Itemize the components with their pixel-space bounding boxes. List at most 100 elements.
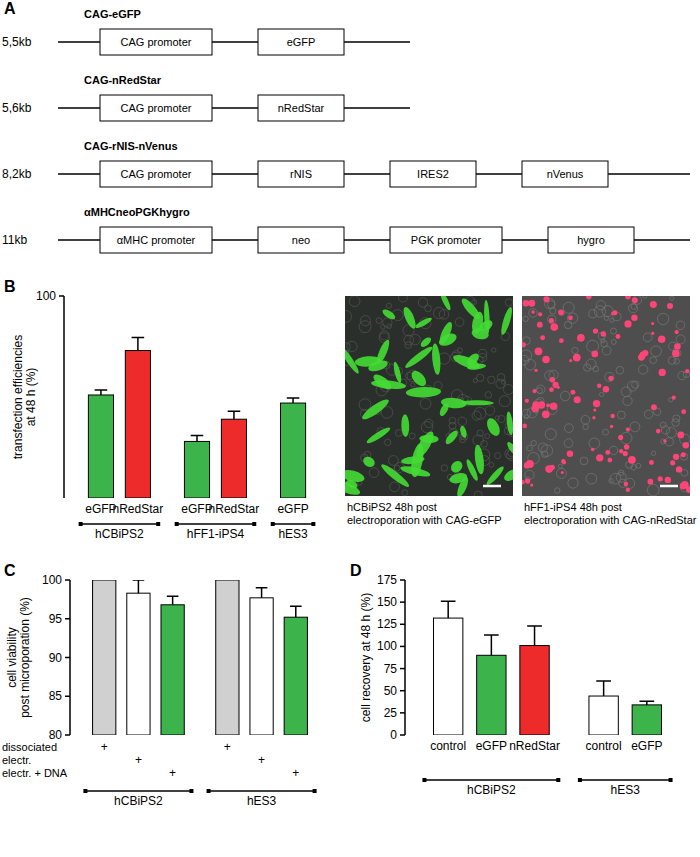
cell-outline bbox=[629, 304, 638, 313]
group-label: hES3 bbox=[247, 794, 277, 808]
error-bar bbox=[191, 435, 204, 441]
construct-element-box bbox=[522, 161, 608, 187]
fluorescent-nucleus bbox=[543, 296, 549, 302]
cell-outline bbox=[503, 384, 513, 394]
scale-bar bbox=[483, 485, 501, 488]
cell-outline bbox=[676, 335, 685, 344]
category-label: nRedStar bbox=[509, 739, 560, 753]
condition-mark: + bbox=[169, 766, 176, 780]
y-tick-label: 90 bbox=[49, 651, 63, 665]
cell-outline bbox=[395, 430, 402, 437]
cell-outline bbox=[473, 378, 477, 382]
cell-outline bbox=[661, 426, 669, 434]
fluorescent-nucleus bbox=[656, 429, 661, 434]
cell-outline bbox=[605, 372, 614, 381]
construct-element-box bbox=[258, 95, 344, 121]
micrograph-background bbox=[345, 296, 513, 496]
group-bracket-end bbox=[669, 778, 673, 782]
group-bracket-end bbox=[207, 789, 211, 793]
construct-size: 8,2kb bbox=[2, 167, 32, 181]
cell-outline bbox=[398, 296, 407, 302]
cell-outline bbox=[455, 318, 464, 327]
cell-outline bbox=[586, 473, 597, 484]
bar bbox=[434, 618, 463, 735]
fluorescent-nucleus bbox=[577, 334, 585, 342]
cell-outline bbox=[589, 310, 597, 318]
construct-element: hygro bbox=[577, 234, 605, 246]
fluorescent-nucleus bbox=[663, 439, 666, 442]
fluorescent-nucleus bbox=[538, 312, 542, 316]
fluorescent-cell bbox=[452, 352, 482, 372]
cell-outline bbox=[376, 318, 382, 324]
y-tick-label: 25 bbox=[384, 706, 398, 720]
cell-outline bbox=[499, 396, 510, 407]
fluorescent-nucleus bbox=[525, 479, 530, 484]
cell-outline bbox=[424, 419, 433, 428]
cell-outline bbox=[621, 387, 631, 397]
fluorescent-nucleus bbox=[611, 312, 614, 315]
fluorescent-cell bbox=[419, 435, 439, 444]
cell-outline bbox=[449, 417, 456, 424]
cell-outline bbox=[660, 422, 666, 428]
bar bbox=[632, 705, 661, 735]
fluorescent-cell bbox=[444, 429, 460, 446]
fluorescent-nucleus bbox=[677, 432, 684, 439]
bar bbox=[284, 617, 307, 735]
fluorescent-nucleus bbox=[593, 400, 600, 407]
cell-outline bbox=[557, 468, 567, 478]
figure: ACAG-eGFP5,5kbCAG promotereGFPCAG-nRedSt… bbox=[0, 0, 700, 857]
y-tick bbox=[400, 579, 405, 581]
fluorescent-nucleus bbox=[586, 296, 592, 299]
chart-B: B100transfection efficienciesat 48 h (%)… bbox=[4, 278, 315, 541]
fluorescent-cell bbox=[403, 344, 434, 370]
plot-marks bbox=[88, 337, 305, 498]
cell-outline bbox=[548, 315, 556, 323]
group-bracket bbox=[81, 523, 159, 525]
condition-mark: + bbox=[224, 740, 231, 754]
construct-element: eGFP bbox=[287, 36, 316, 48]
image-caption: electroporation with CAG-nRedStar bbox=[524, 514, 697, 526]
cell-outline bbox=[611, 340, 616, 345]
cell-outline bbox=[383, 318, 392, 327]
cell-outline bbox=[666, 428, 676, 438]
chart-C: C80859095100cell viabilitypost micropora… bbox=[2, 562, 317, 808]
group-bracket bbox=[580, 779, 671, 781]
cell-outline bbox=[589, 438, 600, 449]
fluorescent-nucleus bbox=[680, 483, 687, 490]
construct-element-box bbox=[100, 161, 212, 187]
group-bracket-end bbox=[578, 778, 582, 782]
construct-element: nRedStar bbox=[278, 102, 325, 114]
group-bracket-end bbox=[252, 522, 256, 526]
cell-outline bbox=[485, 434, 490, 439]
construct-element: neo bbox=[292, 234, 310, 246]
group-label: hCBiPS2 bbox=[467, 783, 516, 797]
cell-outline bbox=[644, 410, 652, 418]
cell-outline bbox=[387, 324, 392, 329]
construct-size: 5,6kb bbox=[2, 101, 32, 115]
cell-outline bbox=[433, 307, 444, 318]
construct-element: CAG promoter bbox=[121, 168, 192, 180]
cell-outline bbox=[550, 308, 556, 314]
group-bracket bbox=[209, 790, 315, 792]
condition-mark: + bbox=[135, 753, 142, 767]
fluorescent-nucleus bbox=[658, 476, 663, 481]
fluorescent-nucleus bbox=[625, 296, 631, 300]
cell-outline bbox=[583, 424, 589, 430]
fluorescent-nucleus bbox=[649, 460, 654, 465]
fluorescent-cell bbox=[406, 386, 442, 398]
construct-name: αMHCneoPGKhygro bbox=[84, 206, 190, 218]
fluorescent-cell bbox=[365, 425, 392, 445]
y-axis bbox=[63, 296, 65, 498]
bar bbox=[477, 655, 506, 735]
y-tick bbox=[65, 618, 70, 620]
cell-outline bbox=[587, 340, 599, 352]
fluorescent-nucleus bbox=[665, 477, 671, 483]
category-label: eGFP bbox=[476, 739, 507, 753]
category-label: control bbox=[430, 739, 466, 753]
group-bracket-end bbox=[556, 778, 560, 782]
fluorescent-nucleus bbox=[603, 386, 609, 392]
cell-outline bbox=[600, 392, 604, 396]
fluorescent-nucleus bbox=[549, 318, 554, 323]
group-bracket bbox=[424, 779, 558, 781]
fluorescent-nucleus bbox=[569, 359, 572, 362]
